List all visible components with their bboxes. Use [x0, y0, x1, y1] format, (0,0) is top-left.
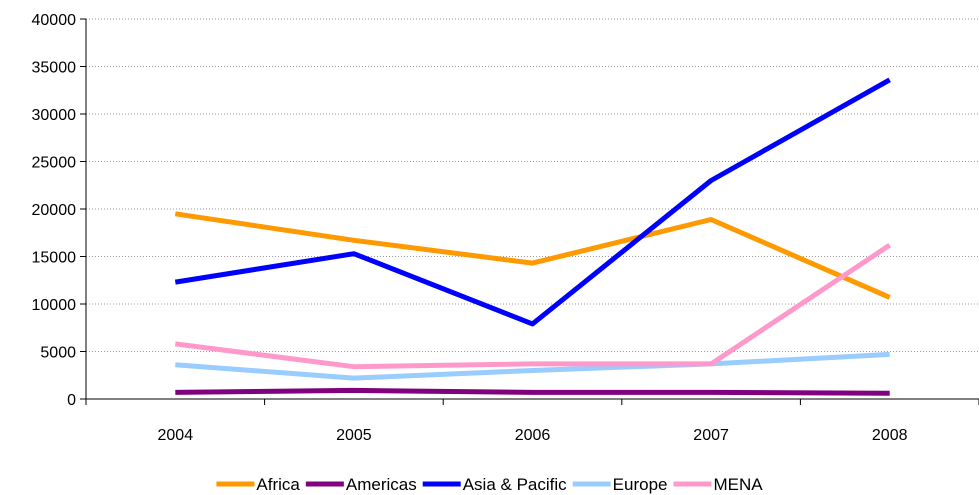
gridlines [86, 18, 979, 352]
y-tick-label: 0 [67, 392, 76, 409]
series-lines [174, 77, 892, 396]
x-tick-label: 2008 [872, 427, 908, 444]
y-tick-label: 10000 [32, 297, 77, 314]
y-tick-label: 35000 [32, 60, 77, 77]
x-axis-tick-labels: 2004 2005 2006 2007 2008 [158, 427, 908, 444]
legend-label-asia-pacific: Asia & Pacific [463, 475, 567, 494]
legend-label-europe: Europe [613, 475, 668, 494]
y-axis-tick-labels: 0 5000 10000 15000 20000 25000 30000 35000 40000 [32, 12, 77, 409]
series-line-mena [174, 243, 892, 370]
x-tick-label: 2005 [336, 427, 372, 444]
series-line-africa [174, 211, 891, 300]
y-tick-label: 5000 [40, 345, 76, 362]
legend-label-mena: MENA [713, 475, 763, 494]
y-tick-label: 20000 [32, 202, 77, 219]
legend-label-americas: Americas [346, 475, 417, 494]
y-tick-label: 30000 [32, 107, 77, 124]
y-tick-label: 40000 [32, 12, 77, 29]
x-tick-label: 2007 [693, 427, 729, 444]
y-tick-label: 15000 [32, 250, 77, 267]
legend-label-africa: Africa [256, 475, 300, 494]
x-tick-label: 2004 [158, 427, 194, 444]
y-tick-label: 25000 [32, 155, 77, 172]
axes [80, 18, 979, 405]
series-line-americas [175, 387, 890, 396]
legend: Africa Americas Asia & Pacific Europe MENA [216, 475, 763, 494]
x-tick-label: 2006 [515, 427, 551, 444]
series-line-europe [175, 351, 890, 381]
series-line-asia-pacific [174, 77, 891, 327]
